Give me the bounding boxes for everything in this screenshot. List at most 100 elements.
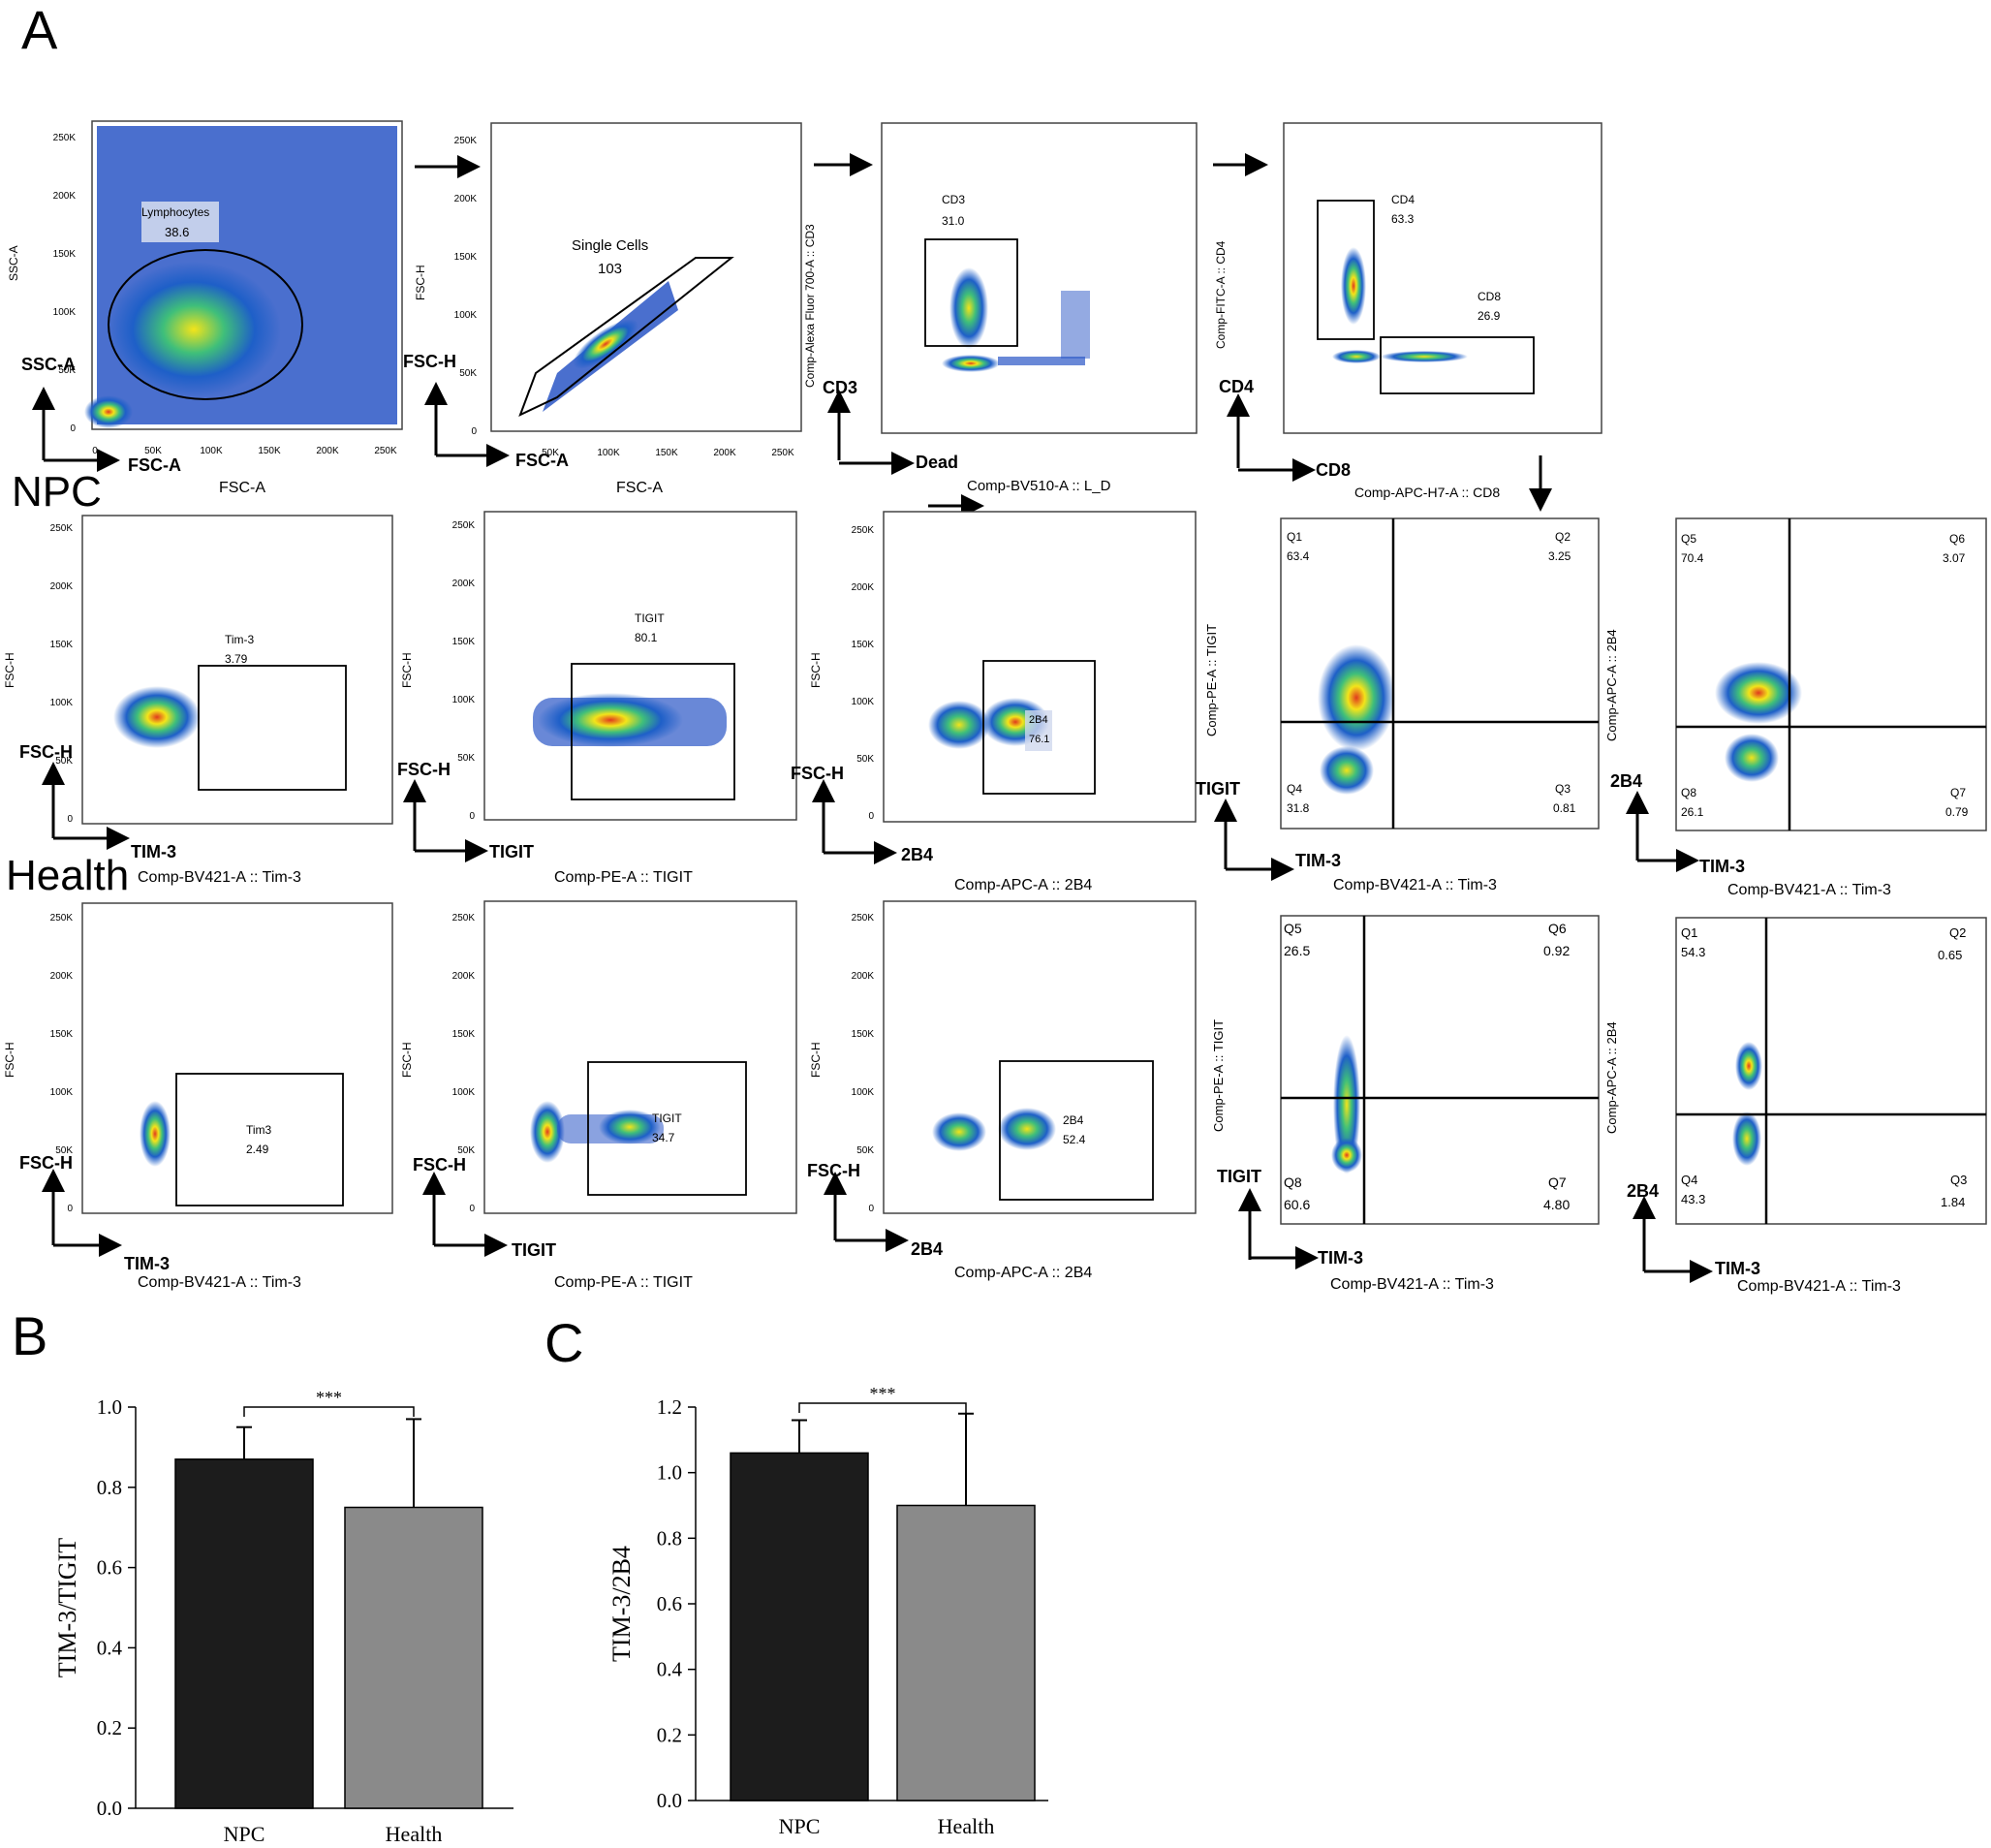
svg-text:26.5: 26.5 xyxy=(1284,943,1310,958)
ylabel: SSC-A xyxy=(7,245,20,281)
xlabel: Comp-BV421-A :: Tim-3 xyxy=(1737,1278,1901,1295)
arrow-label-x: TIM-3 xyxy=(1318,1248,1363,1268)
arrow-label-x: FSC-A xyxy=(515,451,569,470)
arrow-label-y: FSC-H xyxy=(19,742,73,762)
arrow-label-y: 2B4 xyxy=(1610,771,1642,791)
svg-text:0: 0 xyxy=(868,1204,874,1214)
ylabel: FSC-H xyxy=(3,1042,16,1078)
svg-text:150K: 150K xyxy=(852,1029,875,1040)
xlabel: Comp-BV421-A :: Tim-3 xyxy=(1333,877,1497,893)
svg-text:250K: 250K xyxy=(374,446,397,456)
svg-text:0.79: 0.79 xyxy=(1945,805,1969,819)
svg-text:200K: 200K xyxy=(454,194,478,204)
arrow-label-x: TIM-3 xyxy=(1699,857,1745,876)
svg-text:70.4: 70.4 xyxy=(1681,551,1704,565)
svg-text:50K: 50K xyxy=(459,368,477,379)
svg-text:50K: 50K xyxy=(856,1145,874,1156)
svg-text:200K: 200K xyxy=(852,582,875,593)
svg-text:Q3: Q3 xyxy=(1950,1173,1967,1187)
svg-text:50K: 50K xyxy=(55,1145,73,1156)
gate-value: 52.4 xyxy=(1063,1133,1086,1146)
svg-text:Q5: Q5 xyxy=(1681,532,1696,546)
gate-value: 2.49 xyxy=(246,1143,269,1156)
ylabel: Comp-APC-A :: 2B4 xyxy=(1604,1021,1619,1134)
y-tick-label: 0.2 xyxy=(97,1716,122,1739)
gate-cd8-label: CD8 xyxy=(1478,290,1501,303)
arrow-label-x: CD8 xyxy=(1316,460,1351,480)
ylabel: Comp-PE-A :: TIGIT xyxy=(1204,624,1219,736)
ylabel: Comp-APC-A :: 2B4 xyxy=(1604,629,1619,741)
y-axis-label: TIM-3/TIGIT xyxy=(53,1538,81,1678)
arrow-label-y: TIGIT xyxy=(1196,779,1240,799)
gate-value: 3.79 xyxy=(225,652,248,666)
svg-text:150K: 150K xyxy=(50,640,74,650)
xlabel: Comp-APC-H7-A :: CD8 xyxy=(1354,485,1500,500)
xlabel: Comp-BV421-A :: Tim-3 xyxy=(1330,1276,1494,1293)
health-fsc-plot-tigit: TIGIT 34.7 FSC-H Comp-PE-A :: TIGIT 0 50… xyxy=(400,900,797,1291)
x-tick-label: Health xyxy=(938,1814,995,1838)
svg-text:50K: 50K xyxy=(55,756,73,767)
svg-text:0.81: 0.81 xyxy=(1553,801,1576,815)
svg-text:150K: 150K xyxy=(452,637,476,647)
svg-text:60.6: 60.6 xyxy=(1284,1197,1310,1212)
svg-text:100K: 100K xyxy=(454,310,478,321)
y-tick-label: 0.0 xyxy=(657,1789,682,1812)
svg-text:150K: 150K xyxy=(452,1029,476,1040)
npc-fsc-plot-tigit: TIGIT 80.1 FSC-H Comp-PE-A :: TIGIT 0 50… xyxy=(397,511,797,886)
health-quadrant-tigit: Q5 26.5 Q6 0.92 Q8 60.6 Q7 4.80 Comp-PE-… xyxy=(1211,915,1600,1293)
y-tick-label: 0.6 xyxy=(657,1592,682,1615)
arrow-label-y: FSC-H xyxy=(807,1161,860,1180)
ylabel: FSC-H xyxy=(400,1042,414,1078)
yticks: 0 50K 100K 150K 200K 250K xyxy=(454,136,478,437)
gate-lymphocytes-label: Lymphocytes xyxy=(141,205,209,219)
svg-text:50K: 50K xyxy=(457,1145,475,1156)
arrow-label-x: TIM-3 xyxy=(1295,851,1341,870)
gating-plot-3: CD3 31.0 Comp-Alexa Fluor 700-A :: CD3 C… xyxy=(803,122,1198,494)
svg-text:200K: 200K xyxy=(452,579,476,589)
svg-text:54.3: 54.3 xyxy=(1681,945,1705,959)
svg-text:Q5: Q5 xyxy=(1284,921,1302,936)
svg-text:0: 0 xyxy=(67,814,73,825)
svg-text:200K: 200K xyxy=(50,971,74,982)
xlabel: Comp-APC-A :: 2B4 xyxy=(954,1265,1092,1281)
svg-text:100K: 100K xyxy=(452,695,476,705)
arrow-label-x: TIGIT xyxy=(489,842,534,861)
svg-text:0: 0 xyxy=(471,426,477,437)
svg-text:250K: 250K xyxy=(50,913,74,924)
svg-text:150K: 150K xyxy=(258,446,281,456)
svg-text:100K: 100K xyxy=(50,698,74,708)
arrow-label-x: TIM-3 xyxy=(1715,1259,1760,1278)
svg-text:Q3: Q3 xyxy=(1555,782,1571,796)
svg-text:100K: 100K xyxy=(200,446,223,456)
svg-text:Q2: Q2 xyxy=(1555,530,1571,544)
arrow-label-x: TIM-3 xyxy=(131,842,176,861)
svg-text:Q1: Q1 xyxy=(1287,530,1302,544)
gate-label: Tim3 xyxy=(246,1123,272,1137)
arrow-label-y: FSC-H xyxy=(791,764,844,783)
arrow-label-y: CD3 xyxy=(823,378,857,397)
y-tick-label: 1.0 xyxy=(657,1461,682,1485)
svg-text:250K: 250K xyxy=(452,520,476,531)
svg-text:31.8: 31.8 xyxy=(1287,801,1310,815)
svg-text:3.07: 3.07 xyxy=(1943,551,1966,565)
svg-text:1.84: 1.84 xyxy=(1941,1195,1965,1209)
bar-chart-b: 0.0 0.2 0.4 0.6 0.8 1.0 NPC Health *** TIM-3/TIGI… xyxy=(53,1388,513,1846)
svg-text:250K: 250K xyxy=(452,913,476,924)
npc-fsc-plot-tim3: Tim-3 3.79 FSC-H Comp-BV421-A :: Tim-3 0… xyxy=(3,515,393,886)
ylabel: Comp-FITC-A :: CD4 xyxy=(1214,240,1228,349)
row-label-npc: NPC xyxy=(12,468,102,516)
gate-value: 80.1 xyxy=(635,631,658,644)
bar-npc xyxy=(174,1458,314,1809)
x-tick-label: NPC xyxy=(779,1814,821,1838)
x-tick-label: NPC xyxy=(224,1822,265,1846)
significance-label: *** xyxy=(870,1384,896,1403)
panel-letter-a: A xyxy=(21,0,58,60)
gate-singlecells-value: 103 xyxy=(598,261,622,277)
xlabel: FSC-A xyxy=(219,480,265,496)
y-tick-label: 0.4 xyxy=(97,1636,123,1659)
panel-letter-b: B xyxy=(12,1305,47,1366)
y-tick-label: 0.8 xyxy=(97,1476,122,1499)
gate-value: 34.7 xyxy=(652,1131,675,1144)
svg-text:50K: 50K xyxy=(144,446,162,456)
health-quadrant-2b4: Q1 54.3 Q2 0.65 Q4 43.3 Q3 1.84 Comp-APC… xyxy=(1604,917,1987,1295)
